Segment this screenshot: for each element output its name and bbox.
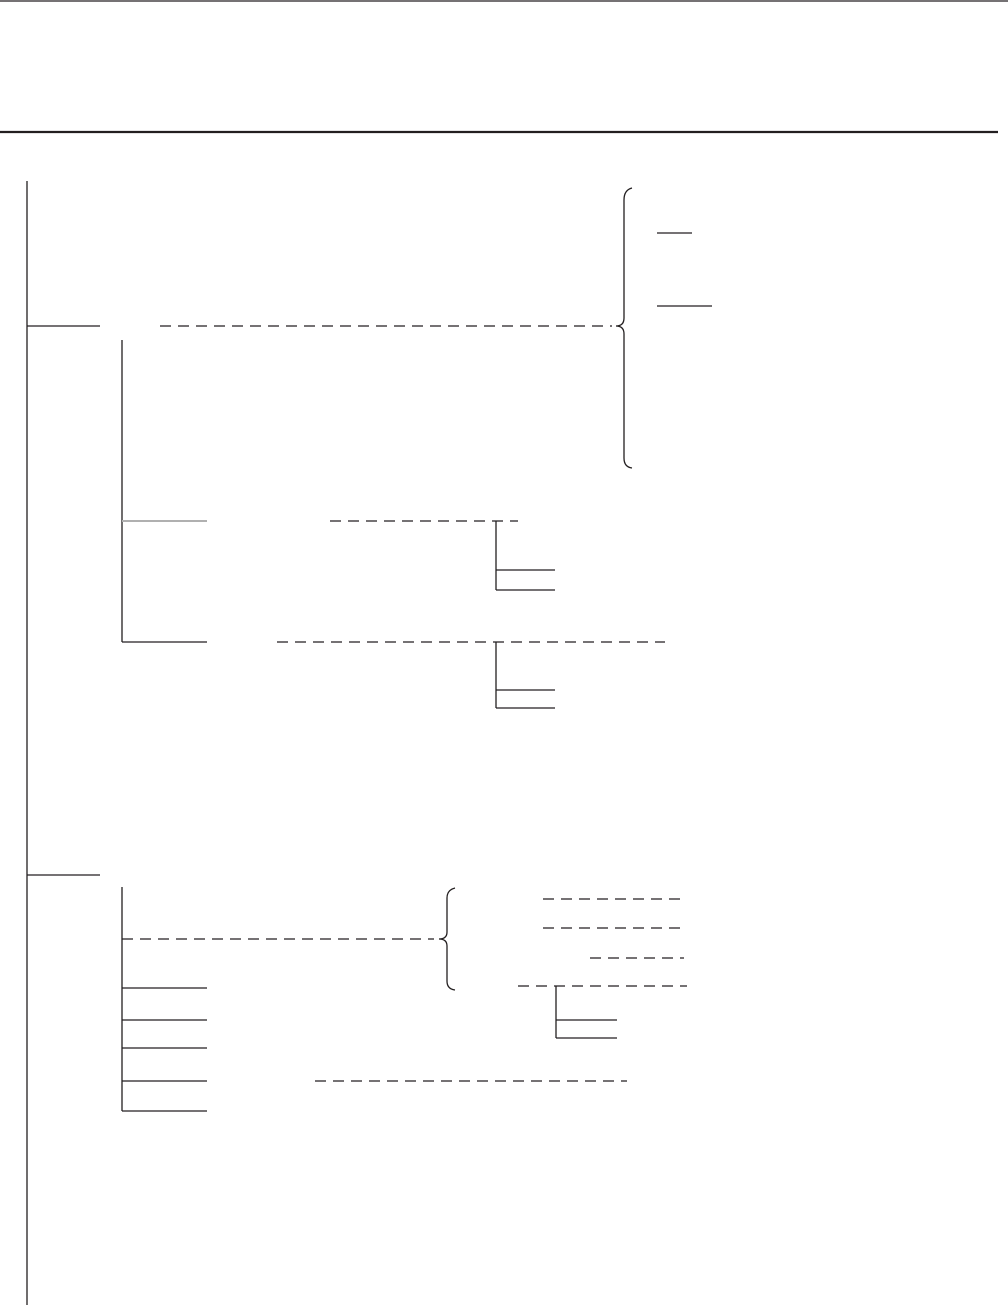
- brace-2: [438, 887, 456, 991]
- brace-1: [615, 187, 633, 469]
